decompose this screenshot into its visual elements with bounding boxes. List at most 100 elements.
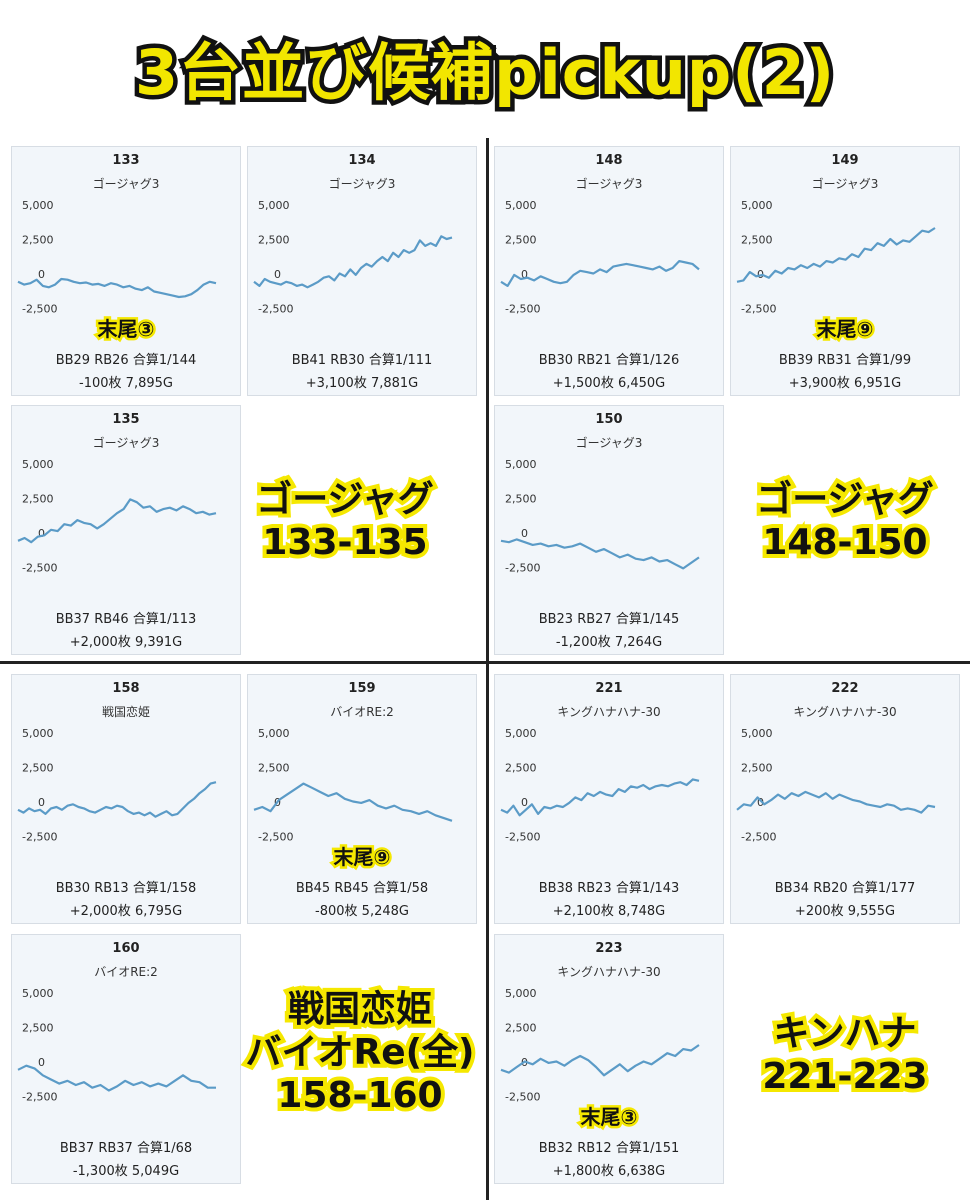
y-tick-label: -2,500 [22, 302, 57, 315]
result-stats: +3,100枚 7,881G [305, 376, 419, 391]
note-label: 末尾③ [578, 1103, 640, 1132]
model-name: キングハナハナ-30 [793, 705, 897, 719]
y-tick-label: 2,500 [505, 492, 537, 505]
chart-card-133[interactable]: 133 ゴージャグ3 5,000 2,500 0 -2,500 末尾③ BB29 RB26 合… [11, 146, 241, 396]
y-tick-label: -2,500 [741, 302, 776, 315]
bonus-stats: BB23 RB27 合算1/145 [538, 612, 680, 627]
y-tick-label: 5,000 [505, 987, 537, 1000]
model-name: ゴージャグ3 [575, 177, 643, 191]
machine-number: 160 [112, 941, 140, 956]
y-tick-label: 2,500 [505, 233, 537, 246]
page-title: 3台並び候補pickup(2) [130, 32, 838, 114]
result-stats: +2,100枚 8,748G [552, 904, 666, 919]
y-tick-label: 2,500 [505, 1021, 537, 1034]
group-label-2: ゴージャグ 148-150 [725, 475, 965, 567]
series-line [500, 1044, 700, 1077]
series-line [17, 1064, 216, 1092]
model-name: ゴージャグ3 [811, 177, 879, 191]
y-tick-label: 5,000 [258, 199, 290, 212]
y-tick-label: -2,500 [22, 830, 57, 843]
y-tick-label: 0 [521, 268, 528, 281]
y-tick-label: 0 [757, 796, 764, 809]
chart-card-148[interactable]: 148 ゴージャグ3 5,000 2,500 0 -2,500 BB30 RB21 合算1/… [494, 146, 724, 396]
chart-card-149[interactable]: 149 ゴージャグ3 5,000 2,500 0 -2,500 末尾⑨ BB39 RB31 合… [730, 146, 960, 396]
bonus-stats: BB37 RB46 合算1/113 [55, 612, 197, 627]
bonus-stats: BB37 RB37 合算1/68 [59, 1141, 193, 1156]
note-label: 末尾③ [95, 315, 157, 344]
result-stats: +2,000枚 9,391G [69, 635, 183, 650]
y-tick-label: 5,000 [22, 458, 54, 471]
chart-card-135[interactable]: 135 ゴージャグ3 5,000 2,500 0 -2,500 BB37 RB46 合算1/… [11, 405, 241, 655]
group-label-line: 148-150 [758, 518, 931, 567]
y-tick-label: 5,000 [22, 199, 54, 212]
machine-number: 149 [831, 153, 859, 168]
group-label-line: 221-223 [758, 1052, 931, 1101]
result-stats: -100枚 7,895G [79, 376, 173, 391]
chart-card-223[interactable]: 223 キングハナハナ-30 5,000 2,500 0 -2,500 末尾③ BB32 RB… [494, 934, 724, 1184]
bonus-stats: BB30 RB13 合算1/158 [55, 881, 197, 896]
y-tick-label: 5,000 [258, 727, 290, 740]
result-stats: -800枚 5,248G [315, 904, 409, 919]
bonus-stats: BB30 RB21 合算1/126 [538, 353, 680, 368]
chart-card-159[interactable]: 159 バイオRE:2 5,000 2,500 0 -2,500 末尾⑨ BB45 RB45 … [247, 674, 477, 924]
y-tick-label: 2,500 [258, 233, 290, 246]
y-tick-label: -2,500 [22, 1090, 57, 1103]
group-label-line: 133-135 [258, 518, 431, 567]
model-name: バイオRE:2 [94, 965, 158, 979]
machine-number: 135 [112, 412, 140, 427]
y-tick-label: -2,500 [505, 1090, 540, 1103]
chart-card-222[interactable]: 222 キングハナハナ-30 5,000 2,500 0 -2,500 BB34 RB20 … [730, 674, 960, 924]
bonus-stats: BB45 RB45 合算1/58 [295, 881, 429, 896]
series-line [736, 227, 936, 283]
model-name: ゴージャグ3 [92, 436, 160, 450]
y-tick-label: 5,000 [505, 727, 537, 740]
machine-number: 159 [348, 681, 376, 696]
y-tick-label: -2,500 [258, 302, 293, 315]
series-line [253, 782, 453, 822]
machine-number: 221 [595, 681, 623, 696]
group-label-line: ゴージャグ [252, 475, 437, 524]
y-tick-label: 5,000 [505, 458, 537, 471]
bonus-stats: BB32 RB12 合算1/151 [538, 1141, 680, 1156]
model-name: ゴージャグ3 [575, 436, 643, 450]
machine-number: 133 [112, 153, 140, 168]
series-line [253, 235, 453, 289]
y-tick-label: 0 [274, 268, 281, 281]
y-tick-label: 2,500 [741, 233, 773, 246]
group-label-line: 158-160 [273, 1071, 446, 1120]
y-tick-label: 0 [38, 268, 45, 281]
series-line [17, 277, 217, 299]
y-tick-label: 2,500 [22, 492, 54, 505]
chart-card-221[interactable]: 221 キングハナハナ-30 5,000 2,500 0 -2,500 BB38 RB23 … [494, 674, 724, 924]
bonus-stats: BB29 RB26 合算1/144 [55, 353, 197, 368]
model-name: キングハナハナ-30 [557, 965, 661, 979]
machine-number: 134 [348, 153, 376, 168]
series-line [736, 790, 936, 814]
y-tick-label: -2,500 [505, 561, 540, 574]
chart-card-158[interactable]: 158 戦国恋姫 5,000 2,500 0 -2,500 BB30 RB13 合算1/15… [11, 674, 241, 924]
model-name: ゴージャグ3 [328, 177, 396, 191]
y-tick-label: -2,500 [22, 561, 57, 574]
chart-card-134[interactable]: 134 ゴージャグ3 5,000 2,500 0 -2,500 BB41 RB30 合算1/… [247, 146, 477, 396]
model-name: 戦国恋姫 [101, 705, 150, 719]
result-stats: -1,200枚 7,264G [555, 635, 663, 650]
machine-number: 158 [112, 681, 140, 696]
model-name: バイオRE:2 [330, 705, 394, 719]
y-tick-label: 2,500 [741, 761, 773, 774]
y-tick-label: -2,500 [741, 830, 776, 843]
series-line [500, 259, 700, 288]
y-tick-label: 2,500 [22, 761, 54, 774]
y-tick-label: 5,000 [22, 727, 54, 740]
y-tick-label: -2,500 [258, 830, 293, 843]
chart-card-160[interactable]: 160 バイオRE:2 5,000 2,500 0 -2,500 BB37 RB37 合算1… [11, 934, 241, 1184]
chart-card-150[interactable]: 150 ゴージャグ3 5,000 2,500 0 -2,500 BB23 RB27 合算1/… [494, 405, 724, 655]
y-tick-label: 2,500 [22, 1021, 54, 1034]
